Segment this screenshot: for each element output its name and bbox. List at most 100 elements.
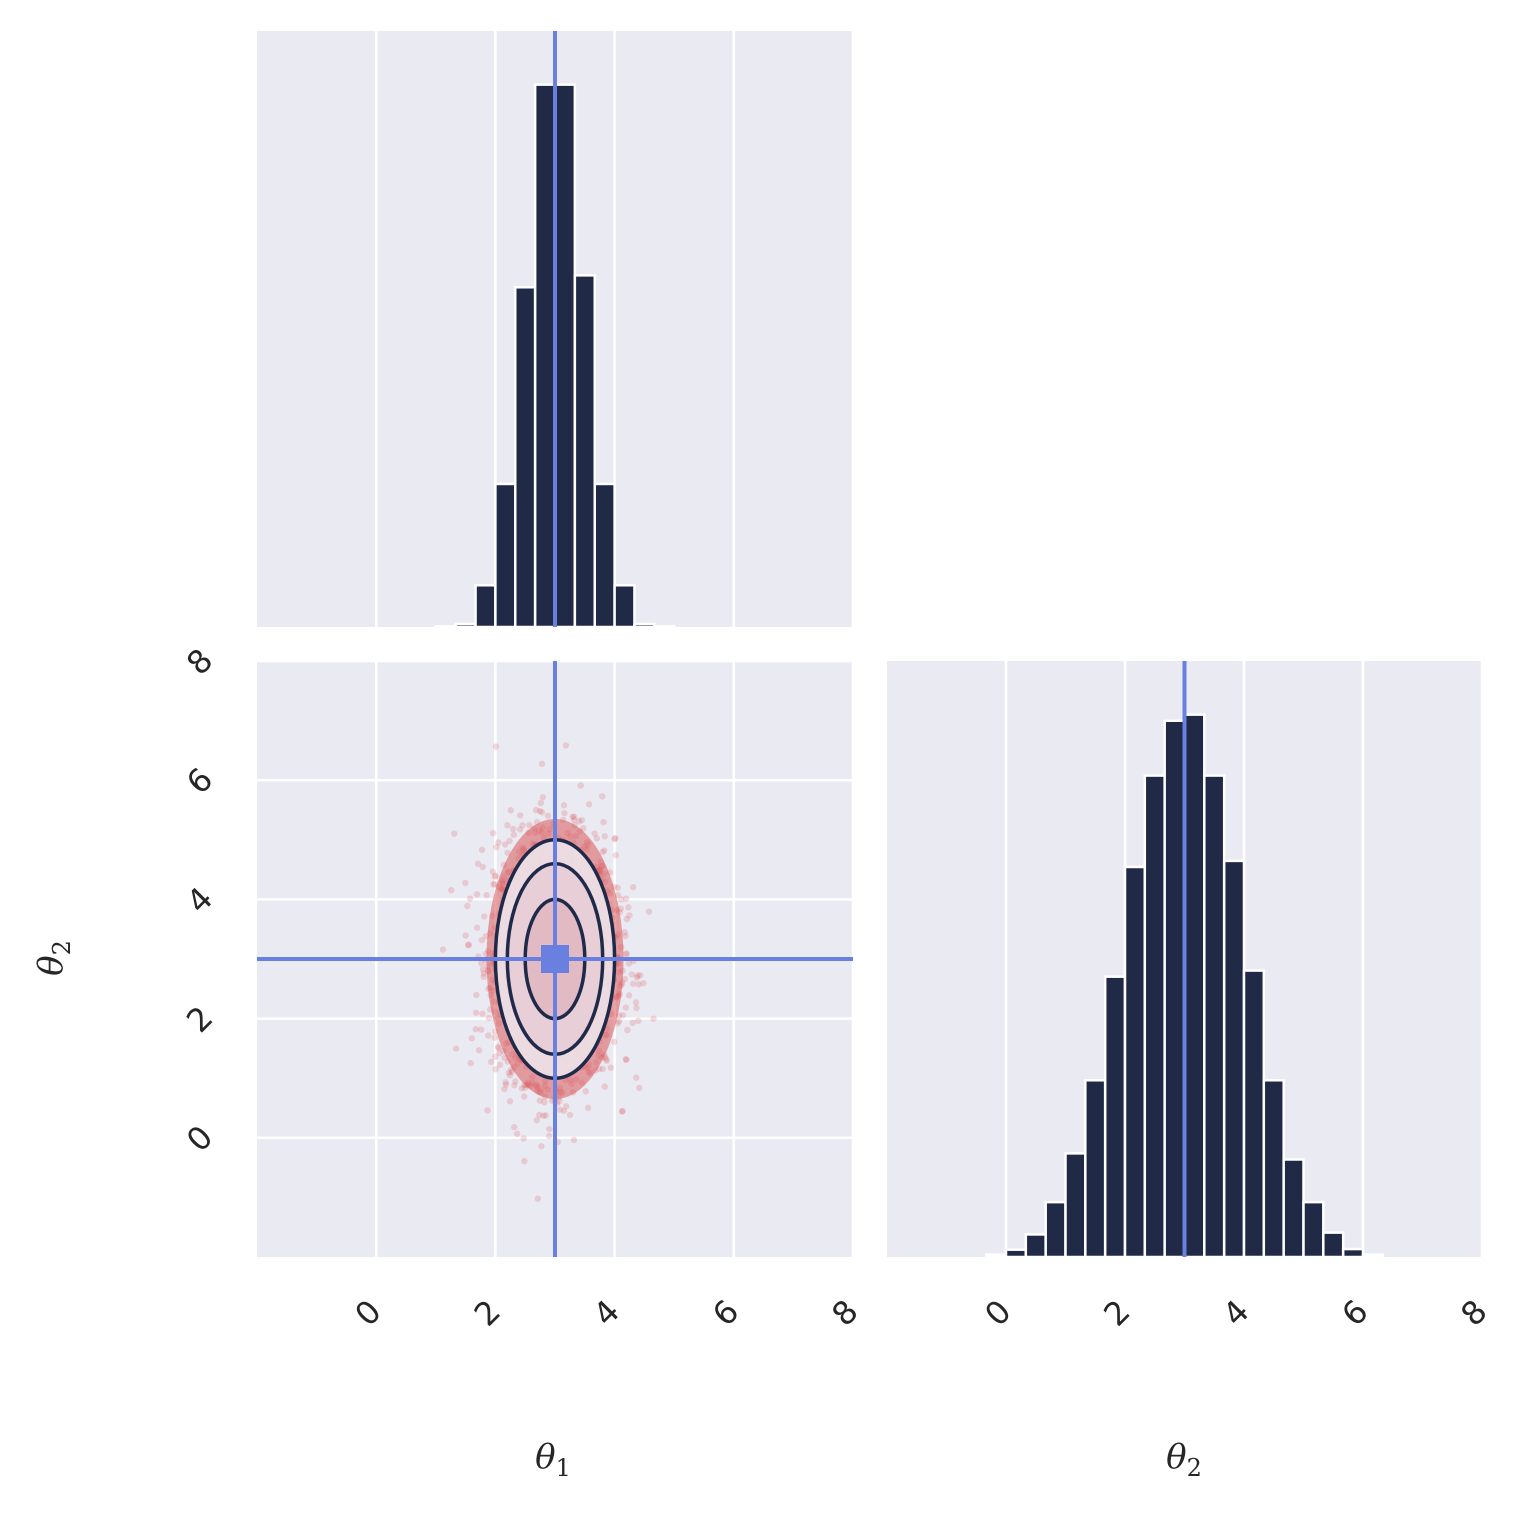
scatter-point <box>562 742 570 749</box>
scatter-point <box>536 807 544 815</box>
scatter-point <box>538 1143 545 1150</box>
panel-joint-scatter: 0 2 4 6 8 0 2 4 6 8 <box>179 641 865 1333</box>
panel-theta2-histogram: 0 2 4 6 8 <box>887 661 1495 1334</box>
scatter-point <box>509 825 517 833</box>
scatter-point <box>537 799 545 807</box>
scatter-point <box>575 818 583 825</box>
histogram-bar <box>1123 865 1147 1259</box>
scatter-point <box>492 872 499 880</box>
scatter-point <box>521 1157 528 1165</box>
scatter-point <box>439 946 447 953</box>
scatter-point <box>618 896 625 903</box>
scatter-point <box>495 1044 502 1052</box>
scatter-point <box>533 1116 540 1124</box>
scatter-point <box>473 891 481 898</box>
scatter-point <box>506 837 513 845</box>
scatter-point <box>623 915 630 923</box>
histogram-bar <box>553 83 577 629</box>
scatter-point <box>474 860 482 867</box>
scatter-point <box>599 848 606 856</box>
scatter-point <box>650 1015 657 1022</box>
y-axis-label-theta2: θ2 <box>31 940 76 976</box>
scatter-point <box>492 1053 499 1061</box>
scatter-point <box>603 1057 610 1064</box>
scatter-point <box>626 912 633 919</box>
scatter-point <box>612 834 619 842</box>
scatter-point <box>546 1125 553 1133</box>
scatter-point <box>483 892 490 899</box>
x-tick-label: 2 <box>467 1292 508 1333</box>
scatter-point <box>561 809 568 817</box>
scatter-point <box>593 835 601 842</box>
scatter-point <box>601 832 608 840</box>
scatter-point <box>544 812 552 819</box>
y-tick-label: 8 <box>179 641 220 682</box>
scatter-point <box>473 991 480 999</box>
x-tick-label: 8 <box>824 1292 865 1333</box>
scatter-point <box>511 1123 518 1131</box>
y-tick-label: 4 <box>179 879 220 920</box>
scatter-point <box>502 1081 510 1088</box>
scatter-point <box>484 1107 491 1114</box>
scatter-point <box>520 1093 528 1100</box>
scatter-point <box>570 816 578 823</box>
histogram-bar <box>1222 859 1246 1259</box>
scatter-point <box>490 881 497 888</box>
scatter-point <box>489 829 497 837</box>
scatter-point <box>495 839 502 846</box>
scatter-point <box>496 1061 504 1069</box>
scatter-point <box>635 981 643 988</box>
scatter-point <box>635 1017 642 1024</box>
panel-theta1-histogram <box>257 31 855 629</box>
scatter-point <box>478 960 485 967</box>
histogram-bar <box>1103 975 1127 1259</box>
scatter-point <box>511 1082 518 1089</box>
scatter-point <box>612 851 620 859</box>
scatter-point <box>622 932 629 940</box>
scatter-point <box>452 1045 460 1052</box>
scatter-point <box>560 802 568 809</box>
scatter-point <box>506 1072 514 1079</box>
scatter-point <box>451 830 458 837</box>
scatter-point <box>632 999 640 1006</box>
scatter-point <box>636 972 644 979</box>
scatter-point <box>462 879 469 887</box>
scatter-point <box>496 1049 503 1057</box>
scatter-point <box>479 863 486 871</box>
histogram-bar <box>1084 1079 1107 1259</box>
scatter-point <box>633 974 641 981</box>
scatter-point <box>505 1069 513 1076</box>
histogram-bar <box>1203 774 1226 1259</box>
scatter-point <box>512 1078 519 1085</box>
x-axis-label-theta1: θ1 <box>535 1437 571 1482</box>
scatter-point <box>645 908 653 915</box>
scatter-point <box>570 813 578 820</box>
x-tick-label: 2 <box>1096 1292 1137 1333</box>
histogram-bar <box>533 83 557 629</box>
scatter-point <box>624 1026 631 1034</box>
scatter-point <box>506 1098 514 1105</box>
scatter-point <box>601 1083 608 1090</box>
histogram-bar <box>613 584 636 629</box>
scatter-point <box>556 1106 564 1113</box>
scatter-point <box>464 902 471 910</box>
scatter-point <box>487 1058 495 1066</box>
scatter-point <box>473 924 481 931</box>
scatter-point <box>570 1136 578 1144</box>
scatter-point <box>448 887 455 894</box>
histogram-bar <box>984 1253 1008 1259</box>
histogram-bar <box>1163 719 1186 1259</box>
scatter-point <box>634 972 641 979</box>
scatter-point <box>622 950 630 957</box>
x-tick-label: 6 <box>705 1292 746 1333</box>
histogram-bar <box>1242 969 1266 1259</box>
scatter-point <box>466 895 474 902</box>
scatter-point <box>562 1103 570 1110</box>
scatter-point <box>636 1084 643 1092</box>
scatter-point <box>480 970 487 977</box>
scatter-point <box>584 1104 592 1112</box>
scatter-point <box>582 1088 589 1095</box>
scatter-point <box>480 973 487 980</box>
scatter-point <box>556 1098 563 1105</box>
scatter-point <box>578 817 585 824</box>
